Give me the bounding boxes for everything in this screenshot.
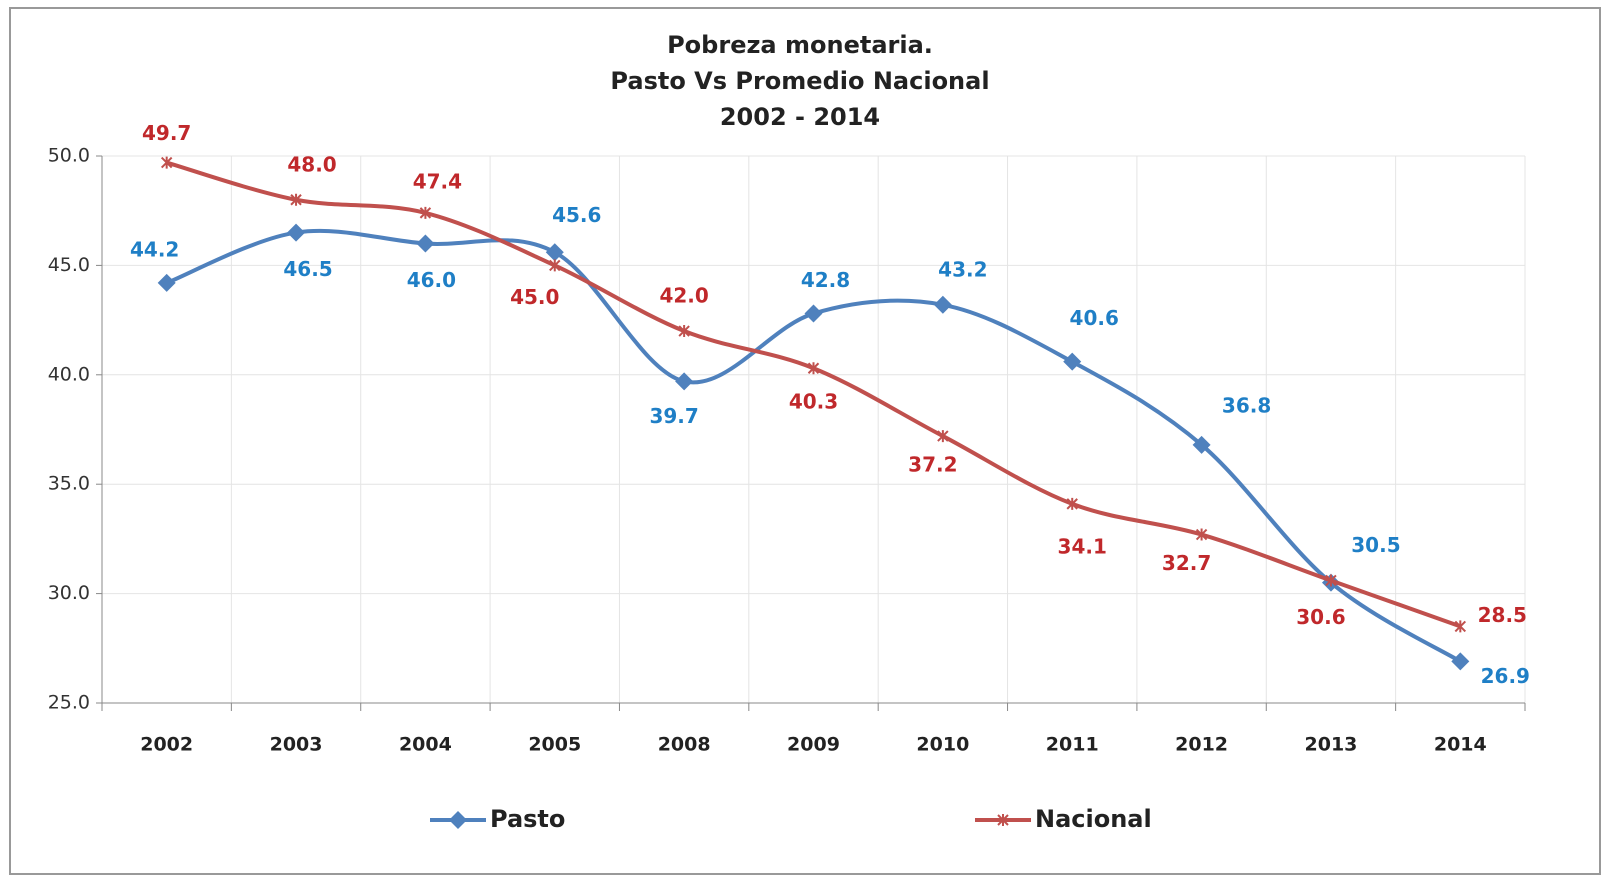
data-label: 39.7 [649,404,698,428]
data-label: 36.8 [1222,393,1271,417]
data-label: 46.0 [407,268,456,292]
x-tick-label: 2008 [658,734,711,756]
x-tick-label: 2005 [528,734,581,756]
data-label: 42.0 [659,284,708,308]
data-label: 30.5 [1351,533,1400,557]
y-tick-label: 35.0 [48,473,90,495]
data-label: 30.6 [1296,605,1345,629]
chart-border [9,7,1601,875]
marker [933,295,952,314]
marker [678,325,690,338]
marker [807,362,820,375]
data-label: 49.7 [142,121,191,145]
x-tick-label: 2010 [916,734,969,756]
y-tick-label: 45.0 [48,254,90,276]
y-tick-label: 30.0 [48,582,90,604]
x-tick-label: 2014 [1434,734,1487,756]
y-tick-label: 25.0 [48,692,90,714]
data-label: 28.5 [1478,603,1527,627]
marker [1451,652,1470,671]
data-label: 45.0 [510,285,559,309]
data-label: 42.8 [801,268,850,292]
marker [160,156,173,169]
data-label: 45.6 [552,203,601,227]
x-tick-label: 2012 [1175,734,1228,756]
data-label: 40.6 [1070,306,1119,330]
marker [1195,528,1208,541]
legend-label: Nacional [1035,805,1152,833]
marker [449,811,467,829]
y-tick-label: 50.0 [48,145,90,167]
data-label: 46.5 [283,257,332,281]
y-tick-label: 40.0 [48,363,90,385]
legend-label: Pasto [490,805,565,833]
data-label: 26.9 [1481,664,1530,688]
marker [545,243,564,262]
marker [1063,352,1082,371]
marker [287,223,306,242]
marker [290,193,302,206]
data-label: 44.2 [130,237,179,261]
data-label: 43.2 [938,257,987,281]
marker [157,273,176,292]
data-label: 37.2 [908,453,957,477]
marker [804,304,823,323]
x-tick-label: 2013 [1305,734,1358,756]
chart-title: 2002 - 2014 [720,103,880,131]
chart-title: Pasto Vs Promedio Nacional [610,67,989,95]
x-tick-label: 2009 [787,734,840,756]
marker [997,814,1009,826]
data-label: 34.1 [1058,534,1107,558]
marker [419,206,432,219]
chart-title: Pobreza monetaria. [667,31,933,59]
marker [1066,497,1078,510]
x-tick-label: 2004 [399,734,452,756]
marker [416,234,435,253]
marker [1192,435,1211,454]
marker [675,372,694,391]
data-label: 47.4 [413,169,462,193]
data-label: 48.0 [287,152,336,176]
data-label: 32.7 [1162,551,1211,575]
x-tick-label: 2003 [270,734,323,756]
marker [937,430,949,443]
marker [1325,574,1337,587]
marker [549,259,561,272]
x-tick-label: 2011 [1046,734,1099,756]
marker [1454,620,1467,633]
x-tick-label: 2002 [140,734,193,756]
data-label: 40.3 [789,390,838,414]
